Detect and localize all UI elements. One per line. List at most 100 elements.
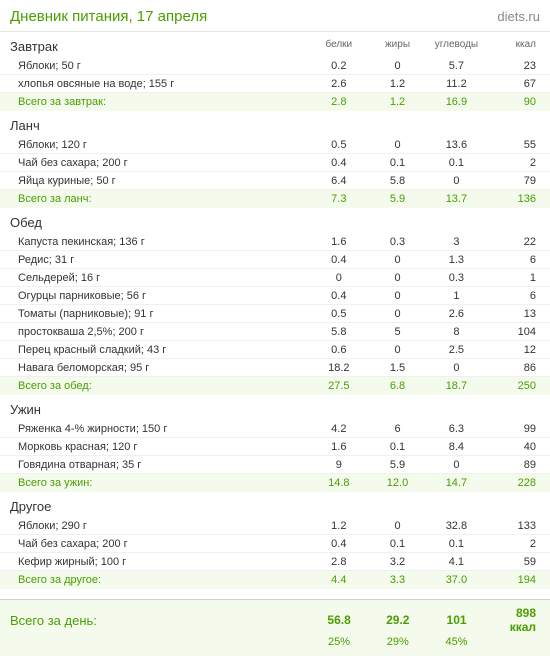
food-name: Говядина отварная; 35 г — [0, 456, 309, 474]
day-total-row: Всего за день: 56.8 29.2 101 898 ккал — [0, 600, 550, 636]
food-fat: 5 — [368, 323, 427, 341]
meal-total-carbs: 16.9 — [427, 93, 486, 112]
food-row: Томаты (парниковые); 91 г0.502.613 — [0, 305, 550, 323]
col-carbs: углеводы — [427, 32, 486, 57]
food-fat: 0 — [368, 57, 427, 75]
food-name: Кефир жирный; 100 г — [0, 553, 309, 571]
food-carbs: 4.1 — [427, 553, 486, 571]
food-name: Сельдерей; 16 г — [0, 269, 309, 287]
food-kcal: 86 — [486, 359, 550, 377]
food-fat: 0 — [368, 287, 427, 305]
meal-heading: Завтракбелкижирыуглеводыккал — [0, 32, 550, 57]
food-name: Капуста пекинская; 136 г — [0, 233, 309, 251]
food-name: Навага беломорская; 95 г — [0, 359, 309, 377]
food-name: Яблоки; 120 г — [0, 136, 309, 154]
page-title: Дневник питания, 17 апреля — [10, 8, 207, 25]
food-row: Кефир жирный; 100 г2.83.24.159 — [0, 553, 550, 571]
food-protein: 1.6 — [309, 438, 368, 456]
food-name: Чай без сахара; 200 г — [0, 154, 309, 172]
food-fat: 0 — [368, 136, 427, 154]
food-carbs: 0.1 — [427, 154, 486, 172]
food-protein: 1.2 — [309, 517, 368, 535]
food-row: Яблоки; 290 г1.2032.8133 — [0, 517, 550, 535]
meal-total-fat: 1.2 — [368, 93, 427, 112]
col-fat: жиры — [368, 32, 427, 57]
food-carbs: 8 — [427, 323, 486, 341]
day-pct-fat: 29% — [368, 636, 427, 656]
meal-total-fat: 3.3 — [368, 571, 427, 590]
day-percent-row: 25% 29% 45% — [0, 636, 550, 656]
meal-name: Обед — [0, 208, 309, 233]
food-kcal: 133 — [486, 517, 550, 535]
day-total-fat: 29.2 — [368, 600, 427, 636]
meal-total-fat: 6.8 — [368, 377, 427, 396]
meal-total-kcal: 194 — [486, 571, 550, 590]
food-kcal: 6 — [486, 251, 550, 269]
food-kcal: 40 — [486, 438, 550, 456]
food-fat: 0.1 — [368, 535, 427, 553]
food-row: Говядина отварная; 35 г95.9089 — [0, 456, 550, 474]
header: Дневник питания, 17 апреля diets.ru — [0, 0, 550, 32]
food-row: Ряженка 4-% жирности; 150 г4.266.399 — [0, 420, 550, 438]
day-total-protein: 56.8 — [310, 600, 369, 636]
nutrition-table: ЗавтракбелкижирыуглеводыккалЯблоки; 50 г… — [0, 32, 550, 589]
food-kcal: 6 — [486, 287, 550, 305]
food-fat: 0 — [368, 251, 427, 269]
food-protein: 0.4 — [309, 287, 368, 305]
food-kcal: 59 — [486, 553, 550, 571]
meal-heading: Ужин — [0, 395, 550, 420]
food-row: Перец красный сладкий; 43 г0.602.512 — [0, 341, 550, 359]
meal-heading: Другое — [0, 492, 550, 517]
food-protein: 0.2 — [309, 57, 368, 75]
food-protein: 18.2 — [309, 359, 368, 377]
meal-total-row: Всего за завтрак:2.81.216.990 — [0, 93, 550, 112]
food-name: Чай без сахара; 200 г — [0, 535, 309, 553]
food-fat: 0.3 — [368, 233, 427, 251]
food-fat: 0 — [368, 517, 427, 535]
food-name: Перец красный сладкий; 43 г — [0, 341, 309, 359]
food-kcal: 89 — [486, 456, 550, 474]
food-kcal: 79 — [486, 172, 550, 190]
food-carbs: 0 — [427, 456, 486, 474]
food-carbs: 1.3 — [427, 251, 486, 269]
meal-total-label: Всего за ужин: — [0, 474, 309, 493]
food-row: простокваша 2,5%; 200 г5.858104 — [0, 323, 550, 341]
meal-total-label: Всего за другое: — [0, 571, 309, 590]
food-name: простокваша 2,5%; 200 г — [0, 323, 309, 341]
meal-total-carbs: 18.7 — [427, 377, 486, 396]
food-carbs: 32.8 — [427, 517, 486, 535]
diary-content: ЗавтракбелкижирыуглеводыккалЯблоки; 50 г… — [0, 32, 550, 656]
food-fat: 0.1 — [368, 438, 427, 456]
meal-total-row: Всего за ужин:14.812.014.7228 — [0, 474, 550, 493]
day-total-label: Всего за день: — [0, 600, 310, 636]
food-kcal: 12 — [486, 341, 550, 359]
food-carbs: 0 — [427, 359, 486, 377]
food-carbs: 8.4 — [427, 438, 486, 456]
meal-name: Ужин — [0, 395, 309, 420]
meal-total-kcal: 136 — [486, 190, 550, 209]
food-carbs: 2.6 — [427, 305, 486, 323]
food-protein: 0.5 — [309, 305, 368, 323]
food-row: Яблоки; 50 г0.205.723 — [0, 57, 550, 75]
food-fat: 5.9 — [368, 456, 427, 474]
food-kcal: 2 — [486, 154, 550, 172]
food-protein: 1.6 — [309, 233, 368, 251]
food-carbs: 6.3 — [427, 420, 486, 438]
food-name: Редис; 31 г — [0, 251, 309, 269]
food-carbs: 3 — [427, 233, 486, 251]
meal-total-label: Всего за завтрак: — [0, 93, 309, 112]
food-kcal: 23 — [486, 57, 550, 75]
food-row: Чай без сахара; 200 г0.40.10.12 — [0, 535, 550, 553]
col-protein: белки — [309, 32, 368, 57]
meal-total-protein: 4.4 — [309, 571, 368, 590]
food-kcal: 2 — [486, 535, 550, 553]
food-name: Яблоки; 50 г — [0, 57, 309, 75]
food-fat: 0 — [368, 305, 427, 323]
food-kcal: 67 — [486, 75, 550, 93]
food-protein: 4.2 — [309, 420, 368, 438]
food-name: Томаты (парниковые); 91 г — [0, 305, 309, 323]
day-pct-carbs: 45% — [427, 636, 486, 656]
food-protein: 6.4 — [309, 172, 368, 190]
meal-total-label: Всего за обед: — [0, 377, 309, 396]
meal-total-label: Всего за ланч: — [0, 190, 309, 209]
